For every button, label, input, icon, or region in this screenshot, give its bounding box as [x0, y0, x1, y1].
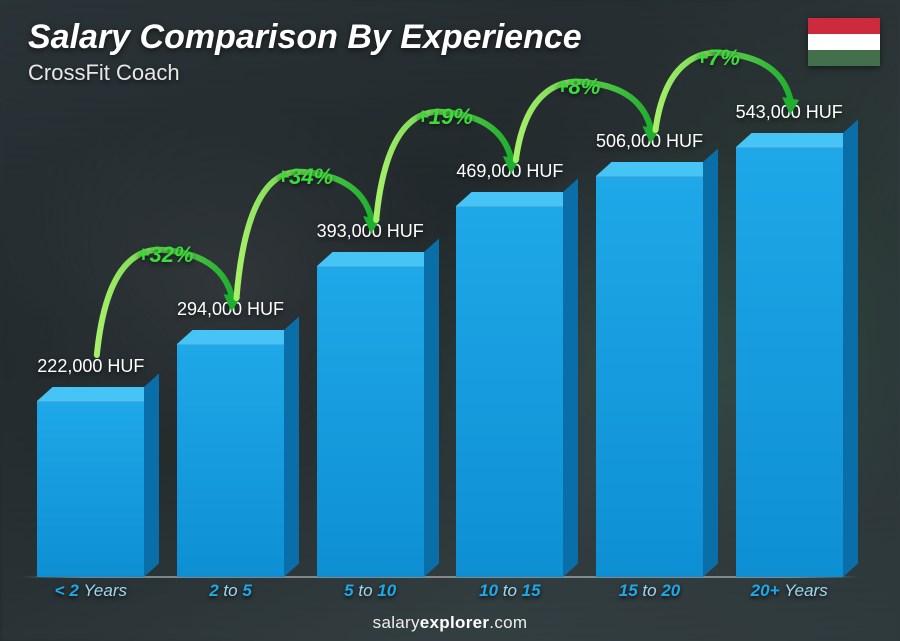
bar: 469,000 HUF [456, 206, 563, 577]
x-axis-category-label: < 2 Years [30, 581, 152, 601]
bar: 543,000 HUF [736, 147, 843, 577]
chart-subtitle: CrossFit Coach [28, 60, 180, 86]
x-axis-category-label: 10 to 15 [449, 581, 571, 601]
bar: 294,000 HUF [177, 344, 284, 577]
x-axis-category-label: 15 to 20 [589, 581, 711, 601]
bar-side-face [703, 148, 718, 577]
bar-top-face [456, 192, 579, 206]
bar-front-face [37, 401, 144, 577]
bar: 222,000 HUF [37, 401, 144, 577]
bar-slot: 222,000 HUF [30, 97, 152, 577]
bar-side-face [424, 238, 439, 577]
bar-front-face [596, 176, 703, 577]
bar: 393,000 HUF [317, 266, 424, 577]
bar-front-face [177, 344, 284, 577]
bar-slot: 469,000 HUF [449, 97, 571, 577]
bar-slot: 543,000 HUF [728, 97, 850, 577]
bar-value-label: 393,000 HUF [317, 221, 424, 242]
bar-value-label: 506,000 HUF [596, 131, 703, 152]
x-axis-category-label: 20+ Years [728, 581, 850, 601]
footer-suffix: .com [489, 613, 527, 632]
bar-side-face [563, 178, 578, 577]
bar-top-face [736, 133, 859, 147]
bar-front-face [317, 266, 424, 577]
flag-stripe-2 [808, 50, 880, 66]
increment-percent-label: +32% [137, 242, 194, 268]
x-axis-category-label: 2 to 5 [170, 581, 292, 601]
bar-chart: 222,000 HUF 294,000 HUF 393,000 HUF 469,000… [30, 97, 850, 577]
bar-side-face [284, 316, 299, 577]
increment-percent-label: +19% [416, 104, 473, 130]
footer-prefix: salary [373, 613, 420, 632]
x-axis: < 2 Years 2 to 5 5 to 10 10 to 15 15 to 20 20… [30, 581, 850, 601]
footer-attribution: salaryexplorer.com [0, 613, 900, 633]
bar-front-face [456, 206, 563, 577]
flag-stripe-1 [808, 34, 880, 50]
bar-value-label: 543,000 HUF [736, 102, 843, 123]
bar-side-face [144, 373, 159, 577]
country-flag [808, 18, 880, 66]
bar-value-label: 222,000 HUF [37, 356, 144, 377]
bar-slot: 294,000 HUF [170, 97, 292, 577]
footer-bold: explorer [420, 613, 490, 632]
bar: 506,000 HUF [596, 176, 703, 577]
bar-front-face [736, 147, 843, 577]
bar-value-label: 294,000 HUF [177, 299, 284, 320]
bar-top-face [37, 387, 160, 401]
bar-slot: 506,000 HUF [589, 97, 711, 577]
increment-percent-label: +7% [695, 45, 740, 71]
bar-side-face [843, 119, 858, 577]
bar-top-face [317, 252, 440, 266]
increment-percent-label: +34% [276, 164, 333, 190]
bar-value-label: 469,000 HUF [456, 161, 563, 182]
bar-top-face [596, 162, 719, 176]
increment-percent-label: +8% [556, 74, 601, 100]
x-axis-category-label: 5 to 10 [309, 581, 431, 601]
bar-top-face [177, 330, 300, 344]
flag-stripe-0 [808, 18, 880, 34]
chart-title: Salary Comparison By Experience [28, 18, 582, 57]
